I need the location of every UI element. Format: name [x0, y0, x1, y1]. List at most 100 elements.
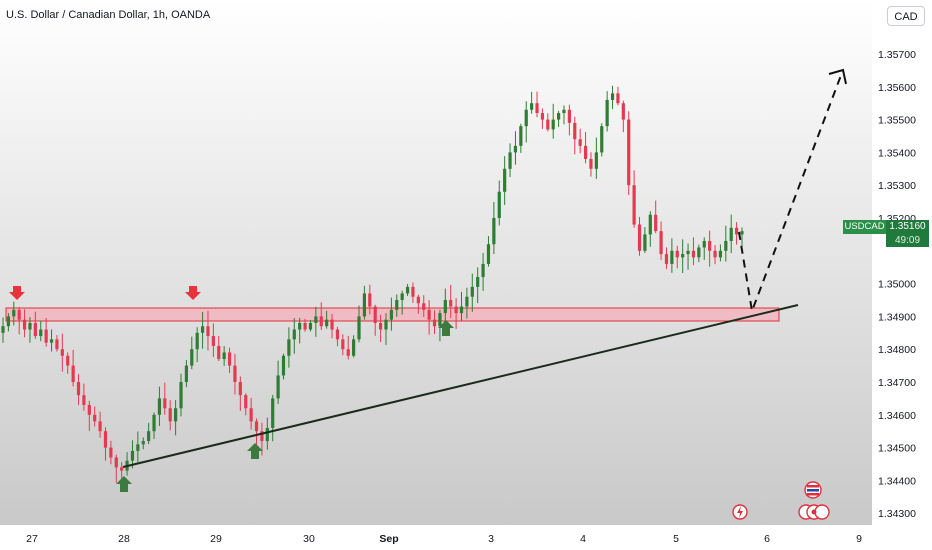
y-tick-label: 1.35000 [878, 279, 916, 291]
candle [87, 400, 91, 431]
candle [168, 400, 172, 431]
candle [540, 108, 545, 130]
price-axis[interactable]: 1.357001.356001.355001.354001.353001.352… [878, 49, 916, 520]
candle [200, 311, 205, 349]
candle [632, 170, 636, 228]
x-tick-label: 5 [673, 533, 679, 545]
candle [556, 110, 561, 127]
x-tick-label: 28 [118, 533, 130, 545]
up-arrow-marker [438, 320, 454, 336]
candle [535, 91, 539, 118]
candle [303, 318, 307, 332]
flag-icon[interactable] [804, 481, 822, 499]
candle [265, 417, 269, 450]
candle [589, 152, 593, 177]
candle [60, 333, 64, 372]
candle [12, 301, 16, 326]
candle [114, 454, 118, 483]
candle [691, 237, 696, 266]
candle [513, 131, 518, 165]
candle [718, 244, 723, 262]
candle [681, 239, 685, 273]
candle [130, 440, 135, 469]
candle [222, 346, 226, 366]
candle [562, 105, 566, 125]
y-tick-label: 1.35600 [878, 82, 916, 94]
x-tick-label: 3 [488, 533, 494, 545]
candle [702, 237, 706, 260]
candle [174, 400, 178, 436]
candle [686, 243, 690, 270]
candle [1, 317, 5, 343]
x-tick-label: 29 [210, 533, 222, 545]
candle [93, 406, 97, 427]
time-axis-panel [0, 525, 872, 550]
candle [530, 91, 534, 114]
candle [616, 86, 620, 106]
candle [362, 285, 367, 320]
candle [659, 221, 663, 260]
price-tag-symbol: USDCAD [843, 220, 886, 234]
candle [740, 227, 744, 247]
down-arrow-marker [9, 286, 25, 300]
candle [654, 200, 658, 234]
candle [492, 202, 496, 255]
candle [724, 225, 728, 262]
candle [486, 236, 491, 267]
candle [465, 287, 469, 319]
candle [314, 306, 318, 337]
candle [600, 123, 604, 157]
price-tag-value: 1.35160 [886, 220, 929, 234]
currency-button[interactable]: CAD [887, 6, 925, 26]
candle [405, 284, 410, 297]
candle [184, 360, 189, 388]
price-tag-countdown: 49:09 [886, 234, 929, 247]
candle [217, 336, 221, 362]
candle [82, 383, 86, 411]
candle [157, 386, 162, 426]
candle [578, 128, 582, 154]
candle [443, 288, 447, 323]
candle [481, 252, 485, 291]
lightning-icon[interactable] [732, 504, 748, 520]
candle [341, 334, 345, 356]
candles-layer [1, 85, 744, 486]
down-arrow-marker [185, 286, 201, 300]
candle [211, 323, 215, 358]
y-tick-label: 1.34800 [878, 344, 916, 356]
candle [610, 85, 615, 110]
candle [298, 317, 302, 344]
candle [238, 376, 242, 411]
candle [98, 411, 102, 438]
projection-arrowhead [828, 68, 847, 85]
time-axis[interactable]: 27 28 29 30 Sep 3 4 5 6 9 [26, 533, 862, 545]
y-tick-label: 1.35400 [878, 147, 916, 159]
candle [147, 422, 151, 445]
candle [276, 360, 280, 404]
candle [254, 418, 259, 448]
candle [206, 310, 210, 351]
candle [389, 297, 393, 331]
candle [664, 247, 669, 269]
event-icons[interactable] [732, 481, 830, 520]
candle [71, 349, 75, 387]
candle [39, 320, 43, 342]
y-tick-label: 1.34400 [878, 475, 916, 487]
candle [136, 431, 140, 463]
candle [49, 329, 54, 352]
candle [438, 309, 442, 342]
y-tick-label: 1.34500 [878, 443, 916, 455]
support-trendline[interactable] [122, 304, 799, 468]
candle [400, 290, 404, 315]
y-tick-label: 1.34600 [878, 410, 916, 422]
candle [637, 216, 642, 256]
candle [233, 353, 237, 395]
events-icon[interactable] [798, 504, 830, 520]
candle [190, 336, 194, 370]
candle [524, 101, 528, 143]
price-axis-panel [872, 0, 932, 550]
markers-layer [9, 286, 454, 492]
x-tick-label: 30 [303, 533, 315, 545]
candle [573, 116, 577, 155]
